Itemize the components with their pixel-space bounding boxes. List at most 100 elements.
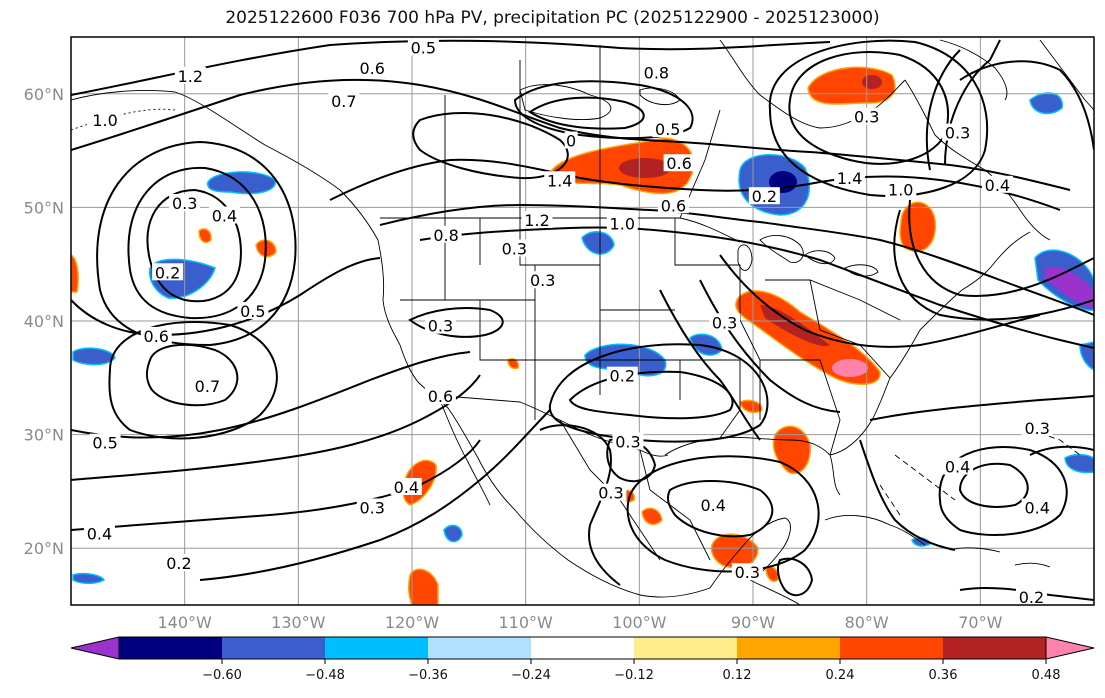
coastline: [709, 517, 791, 589]
colorbar-segment: [634, 637, 737, 659]
pv-contour: [869, 395, 1094, 421]
pv-contour-label: 1.0: [92, 111, 117, 130]
pv-label-bg: [89, 433, 121, 451]
colorbar-extend-high: [1045, 636, 1095, 660]
pv-contour-label: 0.4: [212, 206, 237, 225]
lon-tick-label: 110°W: [498, 613, 553, 632]
precip-blob: [207, 171, 276, 195]
state-border: [599, 310, 681, 400]
pv-contour-label: 0.2: [155, 263, 180, 282]
pv-contour: [776, 557, 814, 597]
coastline: [71, 89, 401, 346]
national-border: [429, 394, 669, 457]
pv-contour: [925, 49, 961, 171]
pv-contour: [513, 80, 694, 140]
colorbar-tick-label: −0.12: [614, 668, 654, 683]
pv-contour-label: 0.8: [644, 63, 669, 82]
pv-label-bg: [544, 171, 576, 189]
precip-blob: [72, 347, 116, 366]
colorbar-tick-label: −0.36: [408, 668, 448, 683]
pv-contour-label: 0.3: [428, 317, 453, 336]
pv-contour-label: 0: [566, 132, 576, 151]
state-border: [760, 359, 841, 456]
pv-label-bg: [208, 206, 240, 224]
pv-contour-label: 1.4: [547, 171, 572, 190]
precip-blob: [198, 228, 212, 243]
pv-label-bg: [663, 154, 695, 172]
colorbar-tick-label: 0.48: [1032, 668, 1061, 683]
pv-contour: [71, 257, 381, 337]
pv-contour: [108, 321, 278, 440]
pv-contour: [71, 78, 1071, 191]
pv-contour-label: 0.2: [1019, 588, 1044, 607]
pv-label-bg: [424, 316, 456, 334]
pv-label-bg: [697, 496, 729, 514]
colorbar-segment: [531, 637, 634, 659]
pv-label-bg: [748, 187, 780, 205]
pv-label-bg: [89, 111, 121, 129]
lat-tick-label: 60°N: [24, 85, 64, 104]
pv-contour-label: 0.7: [331, 92, 356, 111]
lon-tick-label: 140°W: [157, 613, 212, 632]
pv-contour-label: 0.3: [1024, 419, 1049, 438]
colorbar-tick-label: 0.24: [826, 668, 855, 683]
pv-contour-label: 0.3: [615, 433, 640, 452]
pv-label-bg: [169, 193, 201, 211]
pv-contour: [71, 351, 471, 439]
pv-contour: [626, 455, 820, 573]
pv-contour-label: 0.3: [359, 498, 384, 517]
precip-blob: [1079, 341, 1094, 371]
pv-label-bg: [834, 169, 866, 186]
coastline: [1039, 39, 1094, 111]
pv-contour-label: 0.6: [359, 59, 384, 78]
pv-contour: [96, 140, 297, 347]
lon-tick-label: 120°W: [385, 613, 440, 632]
pv-label-bg: [498, 239, 530, 257]
pv-label-bg: [430, 225, 462, 243]
colorbar-segment: [325, 637, 428, 659]
pv-contour: [958, 462, 1029, 508]
latitude-labels: 60°N 50°N 40°N 30°N 20°N: [24, 85, 64, 558]
pv-contour-label: 1.0: [610, 214, 635, 233]
island-outline: [824, 515, 926, 546]
colorbar-tick-label: −0.60: [202, 668, 242, 683]
pv-contour-label: 0.2: [166, 554, 191, 573]
precip-blob: [581, 231, 615, 255]
pv-contour-label: 0.4: [700, 496, 725, 515]
coastline: [399, 344, 711, 598]
pv-contour-label: 0.8: [433, 226, 458, 245]
pv-contour: [71, 374, 481, 481]
pv-contour: [959, 60, 1094, 151]
pv-contour-label: 0.4: [985, 176, 1010, 195]
pv-contour: [859, 439, 956, 551]
island-outline: [939, 39, 1008, 101]
pv-contour-label: 0.6: [666, 154, 691, 173]
pv-contour: [699, 279, 841, 413]
pv-contour-label: 0.3: [735, 563, 760, 582]
pv-label-bg: [612, 432, 644, 450]
pv-contour: [412, 111, 569, 180]
pv-contour: [199, 409, 551, 581]
pv-contour-label: 0.4: [394, 478, 419, 497]
pv-contour-label: 1.4: [837, 169, 862, 188]
colorbar-tick-label: 0.12: [723, 668, 752, 683]
pv-contour: [944, 39, 1001, 166]
pv-label-bg: [606, 214, 638, 232]
precip-blob: [507, 357, 520, 370]
state-border: [480, 299, 601, 395]
colorbar-segment: [943, 637, 1046, 659]
lat-tick-label: 50°N: [24, 198, 64, 217]
colorbar-tick-label: −0.24: [511, 668, 551, 683]
pv-contour-label: 0.5: [655, 120, 680, 139]
pv-contour-label: 0.6: [144, 327, 169, 346]
pv-contour: [408, 307, 504, 338]
pv-label-bg: [942, 457, 974, 475]
coastline: [749, 579, 801, 605]
pv-label-bg: [163, 554, 195, 572]
pv-contour: [379, 203, 1094, 316]
lon-tick-label: 130°W: [271, 613, 326, 632]
precip-blob: [899, 201, 937, 253]
pv-contour-label: 0.2: [610, 367, 635, 386]
pv-label-bg: [709, 313, 741, 331]
pv-contour: [666, 480, 774, 538]
